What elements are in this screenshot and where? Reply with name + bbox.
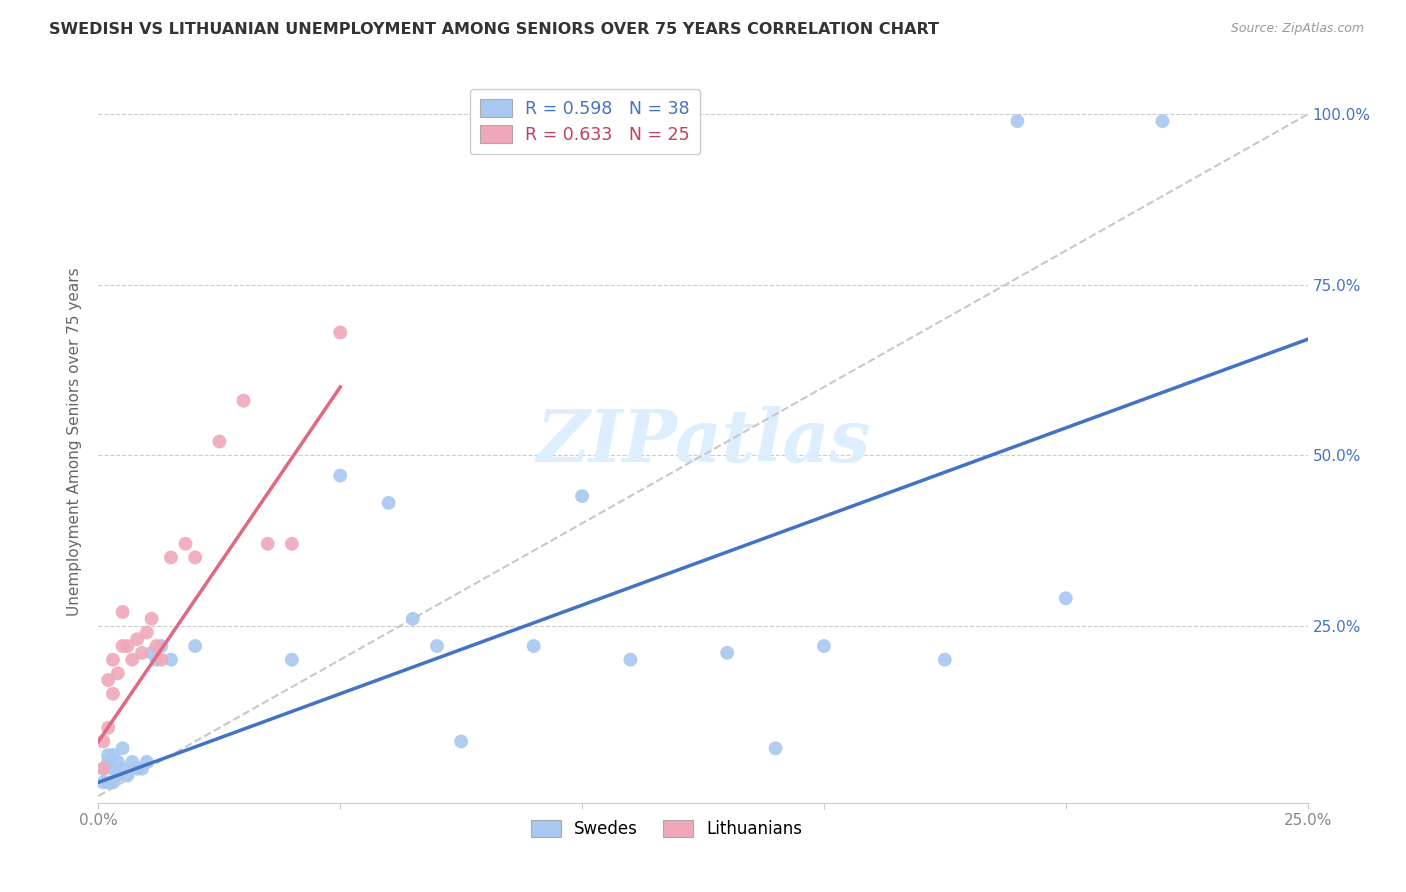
- Point: [91, 762, 114, 776]
- Point: [150, 639, 173, 653]
- Point: [91, 775, 114, 789]
- Point: [523, 639, 546, 653]
- Point: [141, 612, 163, 626]
- Point: [141, 646, 163, 660]
- Point: [111, 762, 134, 776]
- Point: [256, 537, 278, 551]
- Point: [111, 639, 134, 653]
- Point: [101, 687, 124, 701]
- Point: [232, 393, 254, 408]
- Point: [117, 768, 139, 782]
- Point: [377, 496, 399, 510]
- Point: [131, 762, 153, 776]
- Text: ZIPatlas: ZIPatlas: [536, 406, 870, 477]
- Point: [91, 734, 114, 748]
- Point: [97, 775, 120, 789]
- Text: SWEDISH VS LITHUANIAN UNEMPLOYMENT AMONG SENIORS OVER 75 YEARS CORRELATION CHART: SWEDISH VS LITHUANIAN UNEMPLOYMENT AMONG…: [49, 22, 939, 37]
- Point: [1054, 591, 1077, 606]
- Y-axis label: Unemployment Among Seniors over 75 years: Unemployment Among Seniors over 75 years: [67, 268, 83, 615]
- Point: [107, 755, 129, 769]
- Legend: Swedes, Lithuanians: Swedes, Lithuanians: [524, 814, 810, 845]
- Text: Source: ZipAtlas.com: Source: ZipAtlas.com: [1230, 22, 1364, 36]
- Point: [121, 755, 143, 769]
- Point: [111, 605, 134, 619]
- Point: [281, 653, 304, 667]
- Point: [131, 646, 153, 660]
- Point: [765, 741, 787, 756]
- Point: [160, 653, 183, 667]
- Point: [117, 639, 139, 653]
- Point: [329, 468, 352, 483]
- Point: [101, 775, 124, 789]
- Point: [1152, 114, 1174, 128]
- Point: [97, 748, 120, 763]
- Point: [174, 537, 197, 551]
- Point: [184, 639, 207, 653]
- Point: [329, 326, 352, 340]
- Point: [160, 550, 183, 565]
- Point: [426, 639, 449, 653]
- Point: [450, 734, 472, 748]
- Point: [1007, 114, 1029, 128]
- Point: [97, 673, 120, 687]
- Point: [101, 653, 124, 667]
- Point: [97, 755, 120, 769]
- Point: [97, 721, 120, 735]
- Point: [127, 632, 149, 647]
- Point: [402, 612, 425, 626]
- Point: [145, 653, 167, 667]
- Point: [121, 653, 143, 667]
- Point: [619, 653, 641, 667]
- Point: [101, 748, 124, 763]
- Point: [145, 639, 167, 653]
- Point: [150, 653, 173, 667]
- Point: [135, 625, 157, 640]
- Point: [716, 646, 738, 660]
- Point: [135, 755, 157, 769]
- Point: [107, 768, 129, 782]
- Point: [127, 762, 149, 776]
- Point: [934, 653, 956, 667]
- Point: [111, 741, 134, 756]
- Point: [281, 537, 304, 551]
- Point: [184, 550, 207, 565]
- Point: [571, 489, 593, 503]
- Point: [91, 762, 114, 776]
- Point: [101, 762, 124, 776]
- Point: [813, 639, 835, 653]
- Point: [107, 666, 129, 681]
- Point: [208, 434, 231, 449]
